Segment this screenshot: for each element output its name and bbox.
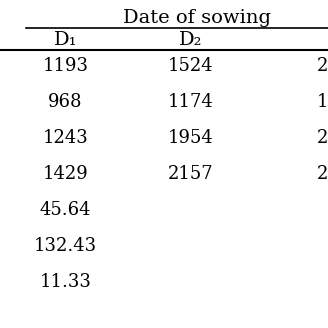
Text: 1429: 1429 bbox=[43, 165, 89, 183]
Text: 1954: 1954 bbox=[167, 129, 213, 147]
Text: 1243: 1243 bbox=[43, 129, 89, 147]
Text: 1193: 1193 bbox=[43, 57, 89, 74]
Text: 1174: 1174 bbox=[167, 93, 213, 111]
Text: 2157: 2157 bbox=[167, 165, 213, 183]
Text: D₁: D₁ bbox=[54, 31, 77, 49]
Text: 2: 2 bbox=[317, 129, 328, 147]
Text: 45.64: 45.64 bbox=[40, 201, 92, 219]
Text: 968: 968 bbox=[48, 93, 83, 111]
Text: 11.33: 11.33 bbox=[40, 273, 92, 291]
Text: 1: 1 bbox=[317, 93, 328, 111]
Text: 2: 2 bbox=[317, 57, 328, 74]
Text: Date of sowing: Date of sowing bbox=[123, 9, 271, 27]
Text: 132.43: 132.43 bbox=[34, 237, 97, 255]
Text: D₂: D₂ bbox=[178, 31, 202, 49]
Text: 2: 2 bbox=[317, 165, 328, 183]
Text: 1524: 1524 bbox=[167, 57, 213, 74]
